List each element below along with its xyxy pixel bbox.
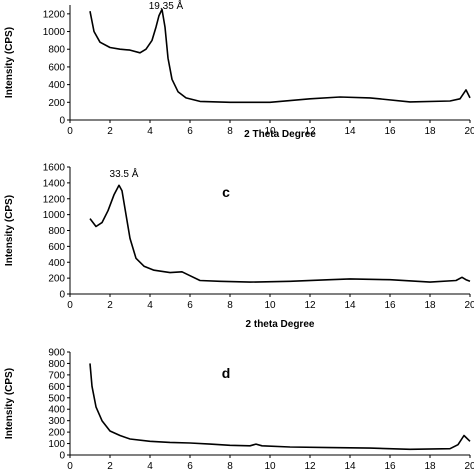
y-tick-label: 1400 (43, 178, 66, 189)
x-tick-label: 0 (67, 461, 73, 472)
x-tick-label: 8 (227, 126, 233, 137)
y-tick-label: 600 (48, 62, 65, 73)
x-tick-label: 8 (227, 461, 233, 472)
x-tick-label: 18 (424, 126, 436, 137)
y-axis-label: Intensity (CPS) (4, 195, 15, 266)
series-line (89, 363, 471, 451)
y-tick-label: 1000 (43, 27, 66, 38)
y-tick-label: 0 (59, 290, 65, 301)
y-tick-label: 1200 (43, 9, 66, 20)
y-tick-label: 1000 (43, 210, 66, 221)
x-tick-label: 18 (424, 300, 436, 311)
x-tick-label: 20 (464, 461, 474, 472)
series-line (89, 184, 471, 283)
x-tick-label: 6 (187, 461, 193, 472)
y-tick-label: 600 (48, 242, 65, 253)
x-tick-label: 20 (464, 126, 474, 137)
peak-annotation: 33.5 Å (110, 167, 139, 180)
y-tick-label: 400 (48, 258, 65, 269)
panel-letter: d (222, 365, 231, 381)
panel-letter: c (222, 184, 230, 200)
y-tick-label: 800 (48, 226, 65, 237)
y-tick-label: 900 (48, 348, 65, 359)
y-tick-label: 0 (59, 116, 65, 127)
x-axis-label: 2 theta Degree (246, 319, 315, 330)
y-tick-label: 500 (48, 393, 65, 404)
x-tick-label: 2 (107, 461, 113, 472)
x-tick-label: 10 (264, 300, 276, 311)
x-tick-label: 18 (424, 461, 436, 472)
y-tick-label: 1600 (43, 163, 66, 174)
x-tick-label: 4 (147, 126, 153, 137)
x-tick-label: 14 (344, 461, 356, 472)
x-tick-label: 8 (227, 300, 233, 311)
x-tick-label: 16 (384, 461, 396, 472)
y-tick-label: 200 (48, 428, 65, 439)
peak-annotation: 19.35 Å (149, 0, 184, 12)
series-line (89, 8, 471, 104)
x-tick-label: 6 (187, 300, 193, 311)
y-tick-label: 300 (48, 416, 65, 427)
x-tick-label: 2 (107, 300, 113, 311)
y-tick-label: 400 (48, 80, 65, 91)
y-tick-label: 1200 (43, 194, 66, 205)
x-tick-label: 12 (304, 461, 316, 472)
x-tick-label: 16 (384, 126, 396, 137)
x-axis-label: 2 Theta Degree (244, 129, 316, 140)
x-tick-label: 10 (264, 126, 276, 137)
x-tick-label: 12 (304, 126, 316, 137)
x-tick-label: 0 (67, 300, 73, 311)
y-tick-label: 200 (48, 98, 65, 109)
y-tick-label: 0 (59, 451, 65, 462)
panel-top-chart: 0 200 400 600 800 1000 1200 0 2 4 6 8 10 12 14 16 18 20 2 … (4, 0, 474, 140)
x-tick-label: 6 (187, 126, 193, 137)
x-tick-label: 0 (67, 126, 73, 137)
y-tick-label: 200 (48, 274, 65, 285)
y-tick-label: 400 (48, 405, 65, 416)
y-tick-label: 800 (48, 45, 65, 56)
y-tick-label: 800 (48, 359, 65, 370)
y-axis-label: Intensity (CPS) (4, 368, 15, 439)
y-tick-label: 700 (48, 370, 65, 381)
x-tick-label: 4 (147, 461, 153, 472)
x-tick-label: 20 (464, 300, 474, 311)
x-tick-label: 14 (344, 300, 356, 311)
x-tick-label: 12 (304, 300, 316, 311)
y-tick-label: 600 (48, 382, 65, 393)
x-tick-label: 16 (384, 300, 396, 311)
y-tick-label: 100 (48, 439, 65, 450)
x-tick-label: 14 (344, 126, 356, 137)
panel-c-chart: 0 200 400 600 800 1000 1200 1400 1600 0 2 4 6 8 10 12 14… (4, 163, 474, 331)
x-tick-label: 10 (264, 461, 276, 472)
x-tick-label: 4 (147, 300, 153, 311)
y-axis-label: Intensity (CPS) (4, 27, 15, 98)
x-tick-label: 2 (107, 126, 113, 137)
